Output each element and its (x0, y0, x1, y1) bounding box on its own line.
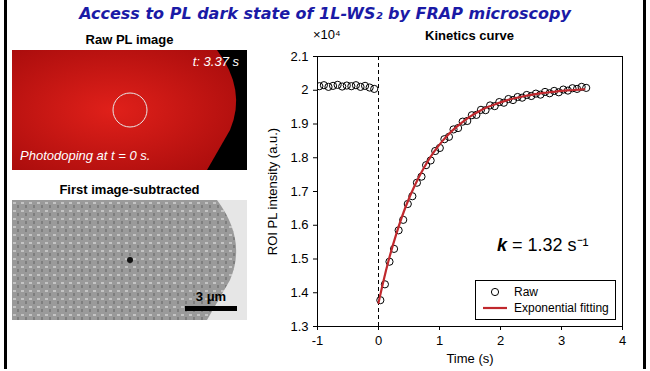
html-text:Raw: Raw (514, 285, 538, 299)
html-text:First image-subtracted: First image-subtracted (59, 182, 200, 197)
html-text:Access to PL dark state of 1L-: Access to PL dark state of 1L-WS₂ by FRA… (79, 4, 571, 23)
svg-text:2: 2 (497, 333, 504, 348)
html-text:×10⁴: ×10⁴ (313, 27, 341, 42)
svg-text:ROI PL intensity (a.u.): ROI PL intensity (a.u.) (265, 128, 280, 255)
html-text:Exponential fitting: Exponential fitting (514, 301, 609, 315)
svg-text:Photodoping at t = 0 s.: Photodoping at t = 0 s. (20, 148, 150, 163)
svg-text:1.7: 1.7 (290, 184, 308, 199)
svg-text:1: 1 (436, 333, 443, 348)
svg-text:t: 3.37 s: t: 3.37 s (193, 54, 240, 69)
svg-text:-1: -1 (312, 333, 324, 348)
svg-text:3: 3 (558, 333, 565, 348)
html-text:Kinetics curve: Kinetics curve (425, 28, 514, 43)
svg-text:Time (s): Time (s) (446, 351, 493, 366)
html-text:Raw PL image: Raw PL image (85, 32, 174, 47)
svg-text:1.3: 1.3 (290, 319, 308, 334)
html-text:k = 1.32 s⁻¹: k = 1.32 s⁻¹ (496, 234, 589, 255)
svg-text:1.4: 1.4 (290, 285, 308, 300)
svg-text:1.9: 1.9 (290, 116, 308, 131)
svg-text:2: 2 (301, 82, 308, 97)
svg-text:0: 0 (375, 333, 382, 348)
svg-text:4: 4 (619, 333, 626, 348)
svg-text:1.5: 1.5 (290, 251, 308, 266)
svg-text:3 μm: 3 μm (196, 289, 226, 304)
svg-text:1.8: 1.8 (290, 150, 308, 165)
svg-text:2.1: 2.1 (290, 49, 308, 64)
svg-text:1.6: 1.6 (290, 217, 308, 232)
